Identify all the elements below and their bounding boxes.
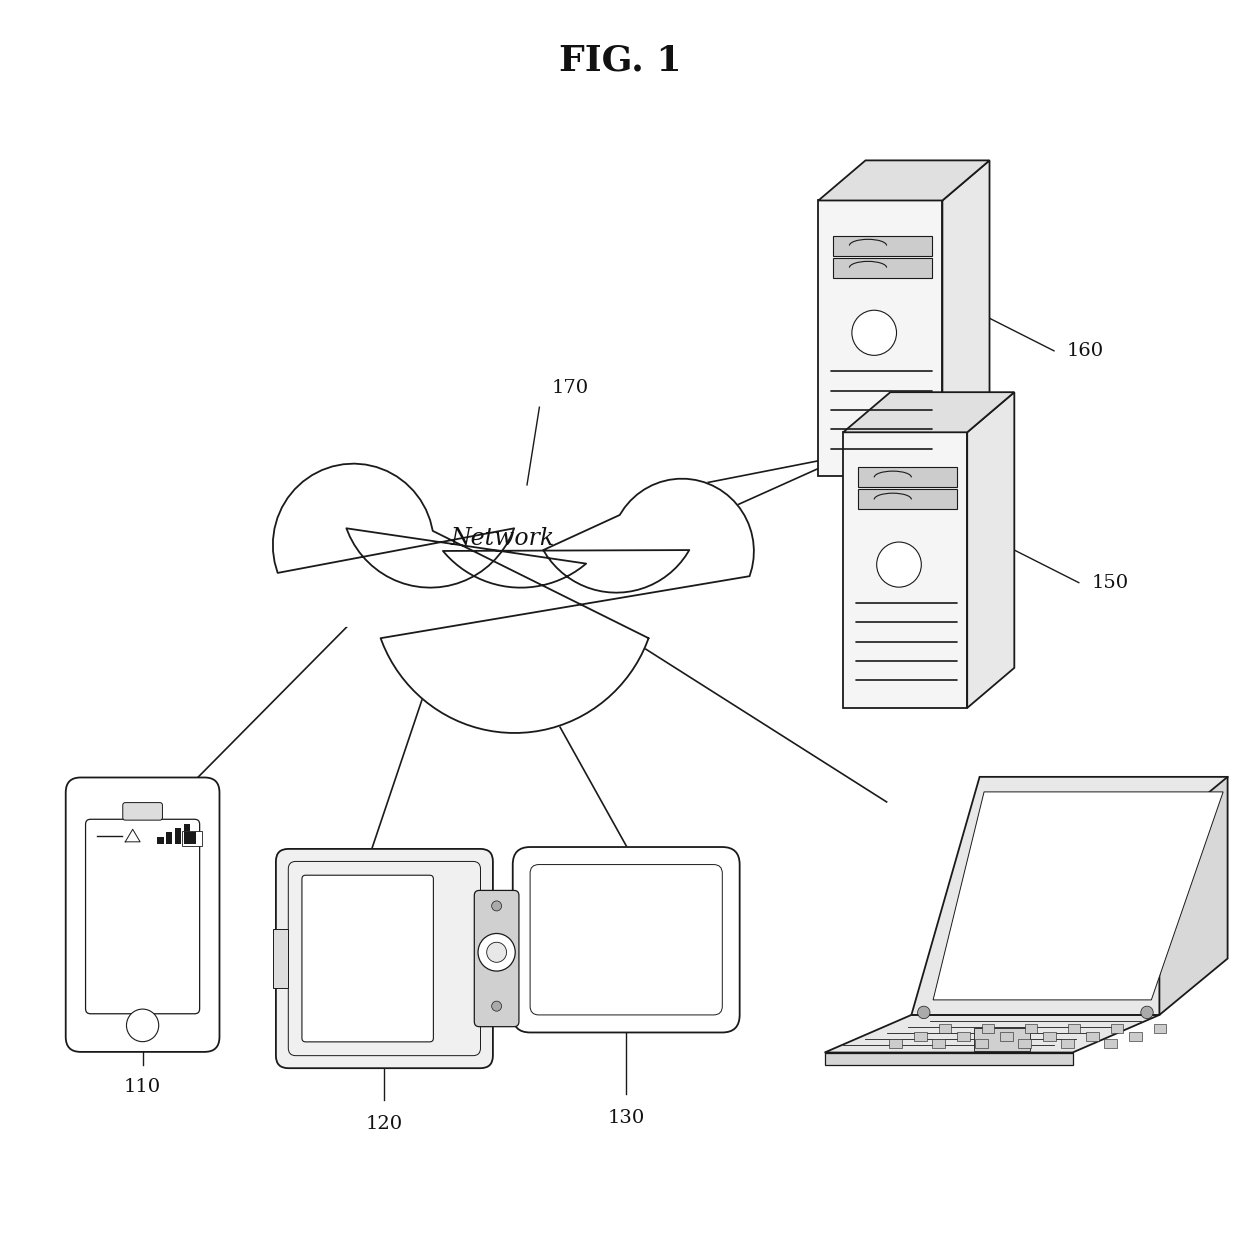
Bar	[975, 1027, 1030, 1050]
Bar	[1111, 1025, 1123, 1032]
Polygon shape	[942, 160, 990, 476]
Bar	[982, 1025, 994, 1032]
Polygon shape	[818, 200, 942, 476]
Polygon shape	[273, 464, 754, 733]
Bar	[889, 1040, 901, 1048]
Polygon shape	[858, 467, 957, 487]
Circle shape	[877, 543, 921, 588]
FancyBboxPatch shape	[513, 847, 739, 1032]
Polygon shape	[911, 777, 1228, 1015]
Bar	[1086, 1032, 1099, 1040]
Text: 110: 110	[124, 1078, 161, 1095]
Text: 120: 120	[366, 1115, 403, 1133]
Bar	[932, 1040, 945, 1048]
Circle shape	[419, 382, 622, 588]
Bar	[914, 1032, 926, 1040]
Circle shape	[1141, 1006, 1153, 1019]
Polygon shape	[825, 1053, 1073, 1065]
Bar	[957, 1032, 970, 1040]
Bar	[1001, 1032, 1013, 1040]
Polygon shape	[833, 236, 932, 256]
Bar	[1130, 1032, 1142, 1040]
Polygon shape	[843, 392, 1014, 432]
Bar	[976, 1040, 988, 1048]
FancyBboxPatch shape	[123, 803, 162, 821]
Bar	[1061, 1040, 1074, 1048]
Circle shape	[491, 1001, 501, 1011]
Polygon shape	[1159, 777, 1228, 1015]
Polygon shape	[818, 160, 990, 200]
FancyBboxPatch shape	[275, 850, 492, 1068]
Polygon shape	[825, 1015, 1159, 1053]
FancyBboxPatch shape	[86, 819, 200, 1014]
Text: 150: 150	[1091, 574, 1128, 591]
FancyBboxPatch shape	[303, 876, 434, 1042]
Polygon shape	[967, 392, 1014, 708]
Bar	[1018, 1040, 1030, 1048]
Polygon shape	[843, 432, 967, 708]
Bar	[1154, 1025, 1167, 1032]
Bar	[182, 831, 202, 846]
FancyBboxPatch shape	[474, 891, 518, 1026]
Circle shape	[372, 445, 657, 733]
Circle shape	[341, 407, 520, 588]
Bar	[1068, 1025, 1080, 1032]
Polygon shape	[934, 792, 1223, 1000]
Bar	[939, 1025, 951, 1032]
Circle shape	[852, 311, 897, 356]
Bar	[166, 832, 172, 845]
Polygon shape	[833, 258, 932, 278]
FancyBboxPatch shape	[531, 865, 722, 1015]
Bar	[1025, 1025, 1038, 1032]
Circle shape	[918, 1006, 930, 1019]
FancyBboxPatch shape	[66, 777, 219, 1053]
Text: 160: 160	[1066, 342, 1104, 360]
Text: 140: 140	[1085, 900, 1122, 917]
Bar	[1105, 1040, 1117, 1048]
Circle shape	[477, 933, 515, 971]
Text: 170: 170	[552, 380, 589, 397]
Text: FIG. 1: FIG. 1	[559, 44, 681, 78]
Bar	[157, 837, 164, 845]
Circle shape	[532, 422, 701, 593]
Text: 130: 130	[608, 1109, 645, 1126]
Circle shape	[491, 901, 501, 911]
Bar	[184, 824, 190, 845]
Circle shape	[273, 464, 434, 626]
Bar	[1043, 1032, 1055, 1040]
Circle shape	[610, 479, 754, 624]
Circle shape	[126, 1009, 159, 1041]
Polygon shape	[858, 490, 957, 510]
Bar	[175, 828, 181, 845]
Bar	[273, 930, 288, 987]
Bar	[184, 832, 196, 845]
Text: Network: Network	[450, 528, 554, 550]
Circle shape	[486, 942, 506, 962]
